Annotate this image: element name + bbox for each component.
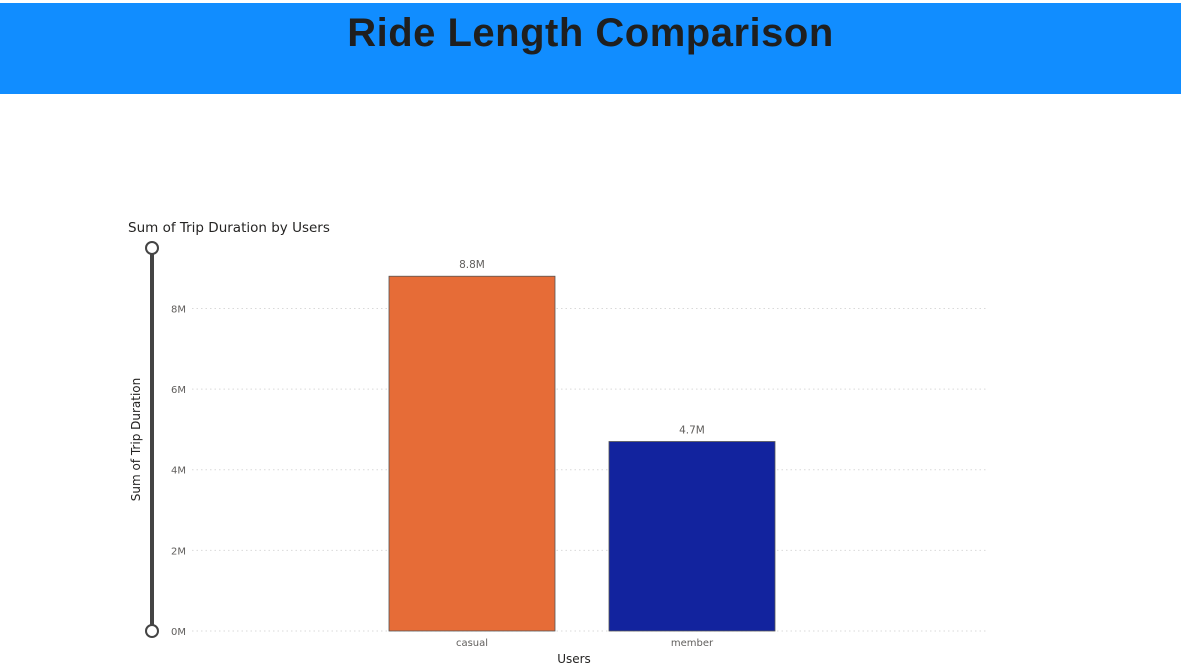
- slider-handle-bottom[interactable]: [145, 624, 159, 638]
- bars: [388, 275, 776, 632]
- data-labels: 8.8M 4.7M: [459, 259, 705, 436]
- bar-member[interactable]: [608, 441, 776, 632]
- y-tick-label: 8M: [171, 304, 186, 315]
- chart-title: Sum of Trip Duration by Users: [128, 220, 330, 236]
- y-tick-label: 2M: [171, 546, 186, 557]
- bar-casual[interactable]: [388, 275, 556, 632]
- x-axis-title: Users: [557, 652, 591, 666]
- y-axis-title: Sum of Trip Duration: [129, 378, 143, 502]
- header-banner: [0, 3, 1181, 94]
- x-axis-ticks: casual member: [456, 638, 714, 649]
- y-tick-label: 0M: [171, 627, 186, 638]
- data-label-casual: 8.8M: [459, 259, 485, 271]
- gridlines: [192, 307, 988, 632]
- page-title: Ride Length Comparison: [347, 11, 834, 55]
- x-tick-label: member: [671, 638, 714, 649]
- y-tick-label: 4M: [171, 466, 186, 477]
- x-tick-label: casual: [456, 638, 488, 649]
- top-strip: [0, 0, 1181, 3]
- y-axis-range-slider[interactable]: [145, 241, 159, 638]
- data-label-member: 4.7M: [679, 425, 705, 437]
- y-tick-label: 6M: [171, 385, 186, 396]
- slider-handle-top[interactable]: [145, 241, 159, 255]
- y-axis-ticks: 0M 2M 4M 6M 8M: [171, 304, 186, 638]
